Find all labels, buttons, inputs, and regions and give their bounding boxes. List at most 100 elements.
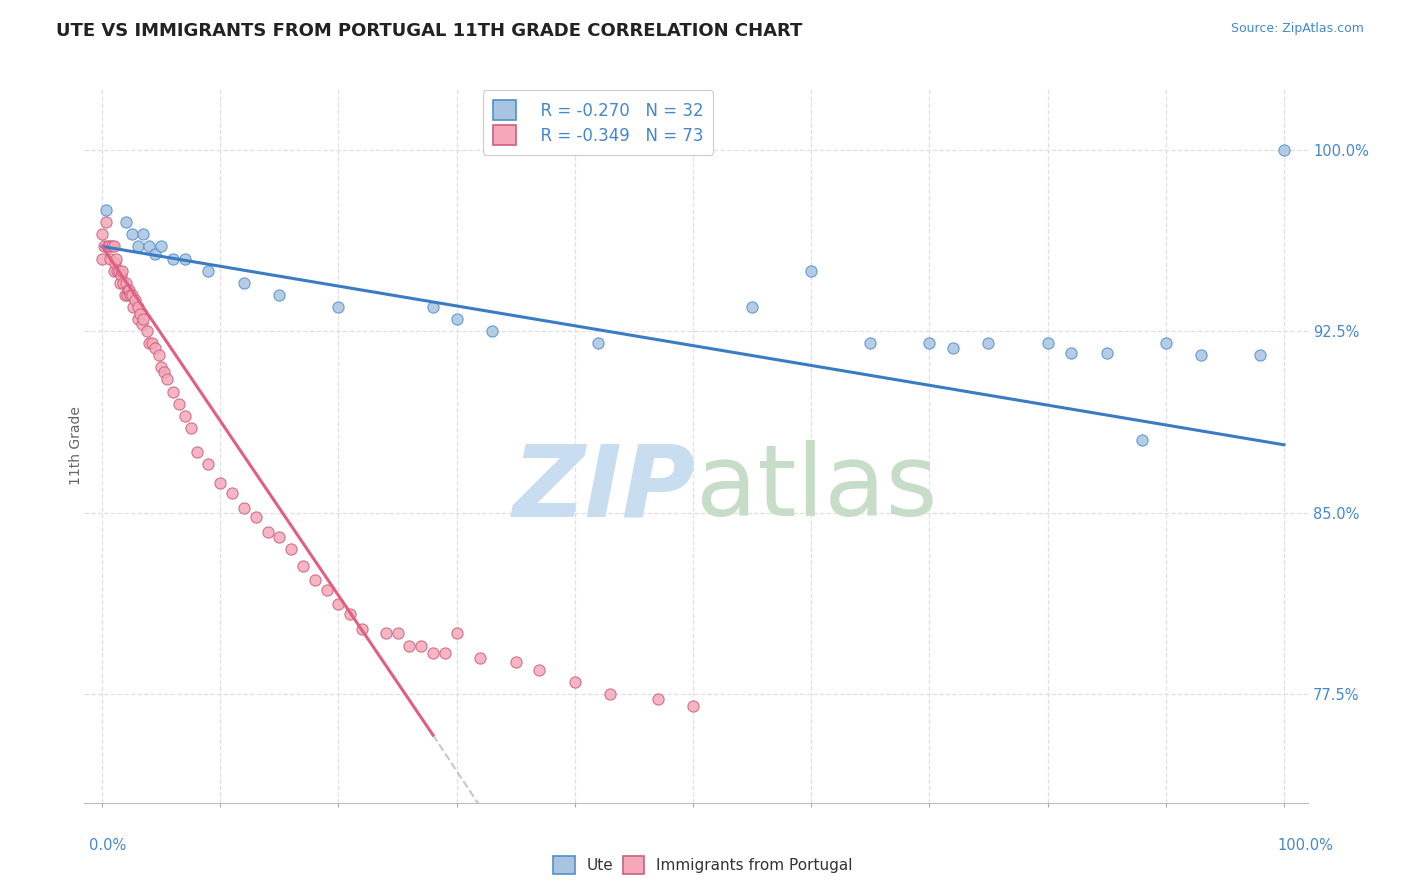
Point: [328, 598, 350, 612]
Point: [138, 239, 160, 253]
Point: [977, 336, 1000, 351]
Point: [859, 336, 882, 351]
Point: [110, 268, 132, 283]
Point: [741, 300, 763, 314]
Point: [127, 239, 149, 253]
Point: [1060, 346, 1083, 360]
Point: [470, 650, 492, 665]
Point: [352, 622, 374, 636]
Point: [529, 663, 551, 677]
Point: [398, 639, 420, 653]
Point: [141, 336, 163, 351]
Point: [150, 360, 173, 375]
Legend:   R = -0.270   N = 32,   R = -0.349   N = 73: R = -0.270 N = 32, R = -0.349 N = 73: [484, 90, 713, 154]
Point: [162, 384, 184, 399]
Point: [564, 674, 586, 689]
Point: [304, 574, 326, 588]
Point: [422, 646, 444, 660]
Point: [1249, 348, 1271, 362]
Point: [232, 500, 254, 515]
Point: [108, 276, 131, 290]
Point: [588, 336, 610, 351]
Point: [104, 256, 127, 270]
Point: [93, 239, 115, 253]
Point: [292, 558, 315, 573]
Point: [1154, 336, 1177, 351]
Point: [150, 239, 173, 253]
Point: [98, 239, 121, 253]
Point: [129, 307, 152, 321]
Point: [112, 276, 135, 290]
Point: [173, 252, 195, 266]
Point: [114, 288, 136, 302]
Point: [162, 252, 184, 266]
Text: atlas: atlas: [696, 441, 938, 537]
Point: [446, 312, 468, 326]
Point: [138, 336, 160, 351]
Point: [339, 607, 361, 621]
Point: [124, 293, 146, 307]
Point: [114, 215, 136, 229]
Point: [94, 215, 117, 229]
Point: [180, 421, 202, 435]
Point: [374, 626, 396, 640]
Point: [1036, 336, 1059, 351]
Point: [115, 288, 138, 302]
Point: [682, 699, 704, 714]
Text: UTE VS IMMIGRANTS FROM PORTUGAL 11TH GRADE CORRELATION CHART: UTE VS IMMIGRANTS FROM PORTUGAL 11TH GRA…: [56, 22, 803, 40]
Point: [221, 486, 243, 500]
Point: [269, 530, 291, 544]
Point: [136, 324, 159, 338]
Point: [481, 324, 503, 338]
Point: [148, 348, 170, 362]
Point: [942, 341, 965, 355]
Point: [245, 510, 267, 524]
Point: [1189, 348, 1212, 362]
Point: [105, 252, 128, 266]
Text: 0.0%: 0.0%: [89, 838, 125, 854]
Point: [315, 582, 337, 597]
Point: [156, 372, 179, 386]
Point: [118, 283, 141, 297]
Point: [152, 365, 174, 379]
Point: [131, 317, 153, 331]
Y-axis label: 11th Grade: 11th Grade: [69, 407, 83, 485]
Point: [411, 639, 433, 653]
Point: [143, 341, 166, 355]
Point: [127, 300, 149, 314]
Point: [120, 288, 142, 302]
Point: [121, 300, 143, 314]
Point: [121, 227, 143, 242]
Point: [647, 691, 669, 706]
Point: [103, 239, 125, 253]
Text: Source: ZipAtlas.com: Source: ZipAtlas.com: [1230, 22, 1364, 36]
Text: 100.0%: 100.0%: [1277, 838, 1333, 854]
Point: [91, 252, 114, 266]
Point: [800, 263, 823, 277]
Point: [209, 476, 232, 491]
Point: [232, 276, 254, 290]
Point: [132, 227, 155, 242]
Point: [111, 263, 134, 277]
Point: [446, 626, 468, 640]
Point: [91, 227, 114, 242]
Point: [107, 263, 129, 277]
Point: [94, 203, 117, 218]
Point: [114, 276, 136, 290]
Legend: Ute, Immigrants from Portugal: Ute, Immigrants from Portugal: [547, 850, 859, 880]
Point: [328, 300, 350, 314]
Point: [98, 252, 121, 266]
Point: [280, 541, 302, 556]
Point: [121, 288, 143, 302]
Point: [918, 336, 941, 351]
Point: [143, 246, 166, 260]
Point: [100, 239, 122, 253]
Point: [117, 283, 139, 297]
Text: ZIP: ZIP: [513, 441, 696, 537]
Point: [173, 409, 195, 423]
Point: [127, 312, 149, 326]
Point: [197, 263, 219, 277]
Point: [97, 239, 120, 253]
Point: [186, 445, 208, 459]
Point: [197, 457, 219, 471]
